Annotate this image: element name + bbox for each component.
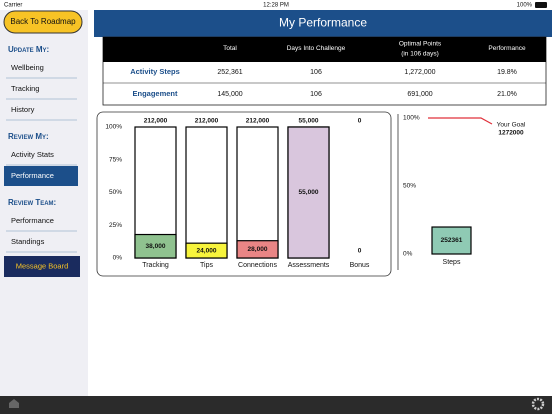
nav-item[interactable]: Standings <box>11 237 45 246</box>
y-tick-label: 0% <box>403 251 413 258</box>
section-title: Update My: <box>8 45 49 54</box>
value-label: 55,000 <box>299 189 319 196</box>
max-label: 0 <box>358 118 362 125</box>
table-cell: 1,272,000 <box>404 69 435 76</box>
x-tick-label: Bonus <box>350 262 370 269</box>
column-header: Days Into Challenge <box>287 45 346 52</box>
carrier: Carrier <box>4 3 22 9</box>
value-label: 38,000 <box>146 243 166 250</box>
progress-bar <box>134 233 177 259</box>
nav-item[interactable]: Performance <box>11 171 54 180</box>
table-cell: 252,361 <box>217 69 242 76</box>
clock: 12:28 PM <box>263 3 289 9</box>
goal-line <box>428 117 493 125</box>
nav-item[interactable]: Tracking <box>11 84 39 93</box>
y-tick-label: 50% <box>403 183 416 190</box>
value-label: 0 <box>358 248 362 255</box>
y-tick-label: 25% <box>109 222 122 229</box>
table-header <box>103 37 546 62</box>
max-label: 212,000 <box>195 118 219 125</box>
row-label: Activity Steps <box>130 67 180 76</box>
column-outline <box>185 126 228 259</box>
nav-item[interactable]: Performance <box>11 216 54 225</box>
column-header: Optimal Points <box>399 41 442 48</box>
table-cell: 691,000 <box>407 91 432 98</box>
max-label: 55,000 <box>299 118 319 125</box>
bottom-bar <box>0 396 552 414</box>
max-label: 212,000 <box>144 118 168 125</box>
header-bar <box>94 10 552 37</box>
progress-bar <box>236 240 279 259</box>
message-board-button[interactable] <box>4 256 80 277</box>
x-tick-label: Steps <box>443 259 461 266</box>
section-title: Review Team: <box>8 198 56 207</box>
y-tick-label: 50% <box>109 189 122 196</box>
settings-icon[interactable] <box>531 397 545 411</box>
value-label: 28,000 <box>248 246 268 253</box>
back-button-label[interactable]: Back To Roadmap <box>10 17 76 26</box>
column-header: Performance <box>488 45 526 52</box>
y-tick-label: 0% <box>113 255 123 262</box>
table-cell: 21.0% <box>497 91 517 98</box>
progress-bar <box>431 226 472 255</box>
back-button[interactable] <box>3 10 83 34</box>
nav-item[interactable]: History <box>11 105 35 114</box>
nav-item[interactable]: Wellbeing <box>11 63 44 72</box>
page-title: My Performance <box>279 16 367 30</box>
progress-bar <box>287 126 330 259</box>
x-tick-label: Tips <box>200 262 213 269</box>
y-tick-label: 75% <box>109 156 122 163</box>
column-header: Total <box>223 45 237 52</box>
message-board-label[interactable]: Message Board <box>16 261 69 270</box>
x-tick-label: Connections <box>238 262 277 269</box>
max-label: 212,000 <box>246 118 270 125</box>
home-icon[interactable] <box>9 399 19 408</box>
battery-icon <box>535 2 547 8</box>
x-tick-label: Tracking <box>142 262 169 269</box>
selected-item <box>4 166 78 186</box>
progress-bar <box>185 242 228 259</box>
table-cell: 19.8% <box>497 69 517 76</box>
y-tick-label: 100% <box>403 115 420 122</box>
table-cell: 106 <box>310 91 322 98</box>
nav-item[interactable]: Activity Stats <box>11 150 54 159</box>
column-note: (in 106 days) <box>401 51 439 58</box>
goal-value: 1272000 <box>498 130 524 137</box>
battery-level: 100% <box>517 3 533 9</box>
row-label: Engagement <box>132 89 178 98</box>
value-label: 252361 <box>441 237 463 244</box>
section-title: Review My: <box>8 132 49 141</box>
y-tick-label: 100% <box>105 124 122 131</box>
value-label: 24,000 <box>197 247 217 254</box>
table-cell: 106 <box>310 69 322 76</box>
table-cell: 145,000 <box>217 91 242 98</box>
column-outline <box>236 126 279 259</box>
goal-label: Your Goal <box>497 122 526 129</box>
x-tick-label: Assessments <box>288 262 330 269</box>
sidebar <box>0 10 88 396</box>
